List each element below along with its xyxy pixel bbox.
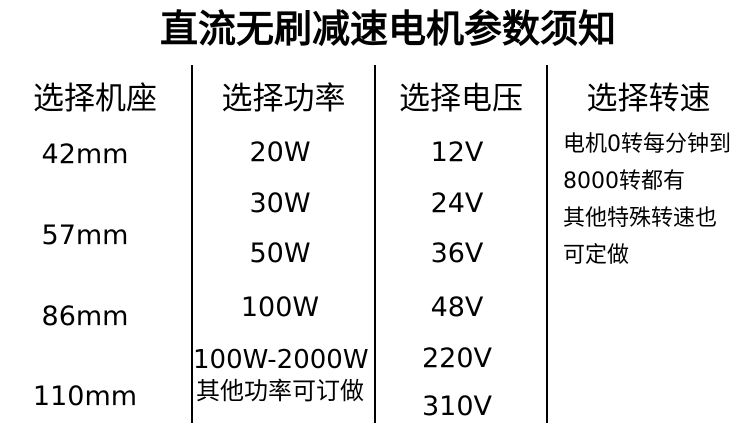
column-header-frame-size: 选择机座 [33, 81, 157, 117]
power-option: 20W [249, 137, 311, 168]
page-title: 直流无刷减速电机参数须知 [159, 7, 616, 51]
frame-size-option: 42mm [41, 139, 129, 170]
voltage-option: 48V [430, 292, 484, 323]
power-option-range: 100W-2000W [193, 345, 369, 375]
speed-note-block: 电机0转每分钟到 8000转都有 其他特殊转速也 可定做 [563, 126, 750, 274]
voltage-option: 12V [430, 137, 484, 168]
column-header-voltage: 选择电压 [399, 81, 523, 117]
power-option: 50W [249, 238, 311, 269]
column-divider [546, 65, 548, 423]
voltage-option: 310V [421, 391, 492, 422]
frame-size-option: 110mm [32, 381, 138, 412]
column-divider [374, 65, 376, 423]
voltage-option: 24V [430, 188, 484, 219]
column-divider [191, 65, 193, 423]
frame-size-option: 86mm [41, 301, 129, 332]
power-custom-note: 其他功率可订做 [196, 377, 364, 405]
speed-note-line: 其他特殊转速也 [563, 206, 718, 231]
frame-size-option: 57mm [41, 220, 129, 251]
column-header-speed: 选择转速 [586, 81, 711, 117]
column-header-power: 选择功率 [221, 81, 346, 117]
voltage-option: 220V [421, 343, 492, 374]
speed-note-line: 电机0转每分钟到 [563, 132, 731, 157]
voltage-option: 36V [430, 238, 484, 269]
power-option: 100W [240, 292, 320, 323]
speed-note-line: 8000转都有 [563, 169, 685, 194]
power-option: 30W [249, 188, 311, 219]
speed-note-line: 可定做 [563, 243, 630, 268]
